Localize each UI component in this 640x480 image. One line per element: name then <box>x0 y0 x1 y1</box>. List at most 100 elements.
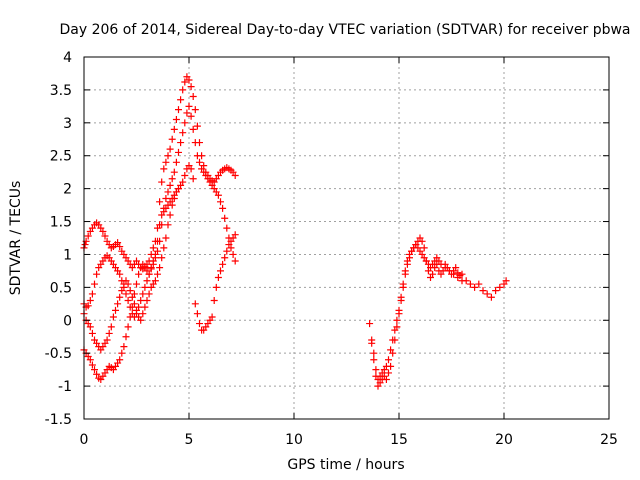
data-point <box>231 171 239 179</box>
data-point <box>139 290 147 298</box>
data-point <box>452 264 460 272</box>
data-point <box>166 181 174 189</box>
data-point <box>170 168 178 176</box>
data-point <box>172 116 180 124</box>
y-tick-label: 1 <box>63 247 72 263</box>
data-point <box>84 232 92 240</box>
data-point <box>145 290 153 298</box>
data-point <box>454 273 462 281</box>
chart-title: Day 206 of 2014, Sidereal Day-to-day VTE… <box>59 22 630 38</box>
x-tick-label: 5 <box>185 432 194 448</box>
data-point <box>114 239 122 247</box>
data-point <box>429 270 437 278</box>
data-point <box>179 129 187 137</box>
data-point <box>223 247 231 255</box>
data-point <box>112 306 119 314</box>
data-point <box>86 356 94 364</box>
data-point <box>231 257 239 265</box>
data-point <box>385 356 392 364</box>
data-point <box>141 303 149 311</box>
data-point <box>88 329 96 337</box>
data-point <box>372 366 380 374</box>
data-point <box>122 333 130 341</box>
data-point <box>445 267 453 275</box>
data-point <box>221 214 229 222</box>
data-point <box>149 244 157 252</box>
data-point <box>135 270 143 278</box>
data-point <box>475 280 483 288</box>
data-point <box>189 125 197 133</box>
data-point <box>179 86 187 94</box>
data-point <box>168 201 176 209</box>
data-point <box>170 125 178 133</box>
data-point <box>450 270 458 278</box>
data-point <box>189 175 197 183</box>
data-point <box>103 336 111 344</box>
data-point <box>133 280 140 288</box>
data-point <box>193 310 201 318</box>
data-point <box>116 243 124 251</box>
data-point <box>214 191 222 199</box>
data-point <box>391 326 399 334</box>
data-point <box>164 188 172 196</box>
data-point <box>502 277 510 285</box>
data-point <box>170 195 178 203</box>
data-point <box>177 96 185 104</box>
data-point <box>93 270 101 278</box>
y-tick-label: 3.5 <box>50 83 72 99</box>
data-point <box>403 257 411 265</box>
data-point <box>366 320 374 328</box>
data-point <box>420 244 428 252</box>
x-tick-labels: 0 5 10 15 20 25 <box>80 432 618 448</box>
data-point <box>210 297 218 305</box>
data-point <box>147 264 155 272</box>
data-point <box>160 244 168 252</box>
data-point <box>137 316 145 324</box>
data-point <box>81 241 89 249</box>
data-point <box>145 270 153 278</box>
data-point <box>219 204 227 212</box>
y-axis-label: SDTVAR / TECUs <box>8 181 24 296</box>
data-point <box>181 78 189 86</box>
data-point <box>492 287 500 295</box>
y-tick-label: 2 <box>63 182 72 198</box>
data-point <box>162 234 170 242</box>
data-point <box>397 293 405 301</box>
y-tick-label: 0.5 <box>50 280 72 296</box>
data-point <box>179 178 187 186</box>
y-tick-label: 0 <box>63 313 72 329</box>
y-tick-label: -1 <box>58 379 72 395</box>
data-point <box>187 112 195 120</box>
data-point <box>116 356 124 364</box>
x-tick-label: 15 <box>390 432 408 448</box>
data-point <box>86 297 94 305</box>
data-point <box>91 366 98 374</box>
data-point <box>385 369 392 377</box>
data-point <box>458 270 466 278</box>
data-point <box>177 139 185 147</box>
data-point <box>99 227 107 235</box>
x-tick-label: 10 <box>285 432 303 448</box>
data-point <box>141 283 149 291</box>
data-point <box>93 370 101 378</box>
data-point <box>214 273 222 281</box>
data-point <box>219 260 227 268</box>
data-point <box>370 356 378 364</box>
data-point <box>124 297 132 305</box>
y-tick-label: 1.5 <box>50 215 72 231</box>
data-point <box>143 297 151 305</box>
x-axis-label: GPS time / hours <box>287 457 404 473</box>
data-point <box>401 267 409 275</box>
data-point <box>399 280 407 288</box>
y-tick-label: -1.5 <box>45 412 72 428</box>
data-point <box>151 250 159 258</box>
y-tick-label: -0.5 <box>45 346 72 362</box>
data-point <box>441 264 449 272</box>
data-point <box>368 336 376 344</box>
data-point <box>185 76 193 84</box>
x-tick-label: 25 <box>600 432 618 448</box>
data-point <box>387 346 395 354</box>
data-point <box>154 270 161 278</box>
axis-ticks <box>83 56 610 420</box>
data-point <box>105 329 113 337</box>
